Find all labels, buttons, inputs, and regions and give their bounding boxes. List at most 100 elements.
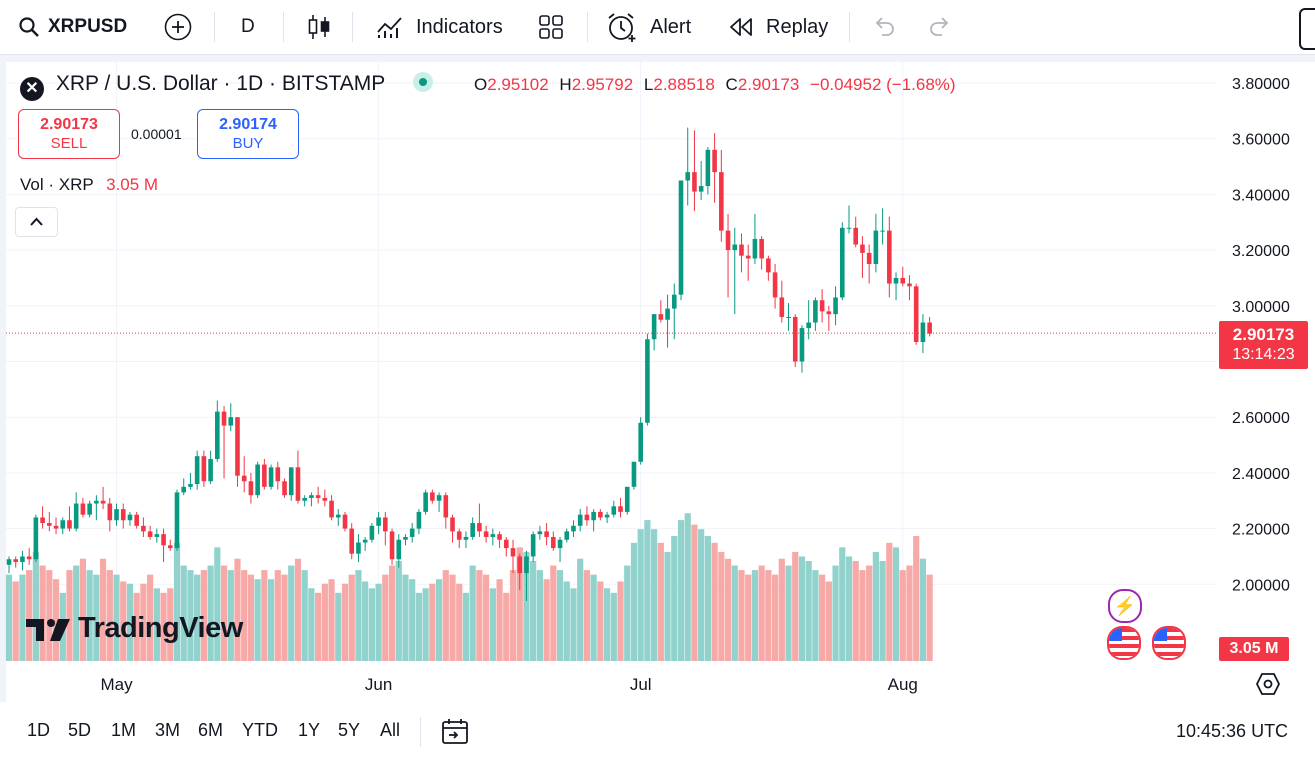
candle-body [611, 506, 617, 515]
range-button-5y[interactable]: 5Y [338, 720, 361, 740]
volume-bar [899, 570, 906, 661]
collapse-legend-button[interactable] [15, 207, 58, 237]
volume-bar [160, 592, 167, 661]
volume-bar [368, 588, 375, 661]
volume-bar [220, 565, 228, 661]
candle-body [423, 492, 428, 512]
volume-bar [79, 558, 87, 661]
volume-bar [415, 592, 423, 661]
high-label: H [559, 75, 572, 94]
chart-type-button[interactable] [307, 0, 331, 54]
candle-body [490, 534, 496, 537]
volume-bar [173, 542, 181, 661]
volume-bar [348, 574, 355, 661]
candle-body [147, 531, 153, 537]
volume-bar [442, 570, 449, 661]
chart-settings-button[interactable] [1255, 672, 1281, 701]
volume-bar [630, 542, 638, 661]
volume-bar [341, 583, 349, 661]
candle-body [201, 456, 207, 482]
sell-button[interactable]: 2.90173 SELL [18, 109, 120, 159]
candle-body [866, 252, 872, 265]
range-button-1d[interactable]: 1D [27, 720, 51, 740]
candle-body [275, 467, 281, 482]
lightning-event-icon[interactable]: ⚡ [1108, 589, 1142, 623]
candle-body [651, 314, 657, 340]
alert-button[interactable]: Alert [606, 0, 691, 54]
candle-body [524, 556, 529, 574]
volume-bar [651, 529, 658, 661]
volume-bar [200, 570, 207, 661]
replay-button[interactable]: Replay [728, 0, 828, 54]
candle-body [443, 495, 449, 518]
toolbar-divider [849, 12, 850, 42]
layouts-button[interactable] [538, 0, 564, 54]
low-label: L [643, 75, 654, 94]
range-button-1y[interactable]: 1Y [298, 720, 321, 740]
price-axis-label: 2.60000 [1232, 410, 1290, 427]
volume-bar [52, 579, 60, 661]
candle-body [20, 556, 25, 563]
indicators-button[interactable]: Indicators [376, 0, 503, 54]
volume-bar [227, 570, 234, 661]
utc-clock[interactable]: 10:45:36 UTC [1176, 721, 1289, 741]
candle-body [880, 230, 885, 232]
undo-button[interactable] [872, 0, 896, 54]
candle-body [302, 497, 307, 501]
volume-bar [301, 570, 308, 661]
candle-body [255, 464, 260, 496]
candle-body [873, 230, 879, 265]
candles-icon [308, 15, 330, 39]
range-button-3m[interactable]: 3M [155, 720, 181, 740]
candle-body [477, 523, 482, 532]
toolbar-divider [214, 12, 215, 42]
candle-body [631, 461, 637, 487]
volume-bar [852, 561, 859, 661]
brand-name: TradingView [78, 612, 243, 644]
symbol-search-button[interactable]: XRPUSD [18, 0, 127, 54]
us-flag-event-icon[interactable] [1107, 626, 1141, 660]
us-flag-event-icon[interactable] [1152, 626, 1186, 660]
fullscreen-frame[interactable] [1299, 8, 1315, 50]
buy-button[interactable]: 2.90174 BUY [197, 109, 299, 159]
candle-body [826, 311, 832, 315]
volume-bar [140, 583, 147, 661]
candle-body [100, 500, 106, 504]
range-button-all[interactable]: All [380, 720, 401, 740]
range-button-6m[interactable]: 6M [198, 720, 224, 740]
redo-button[interactable] [928, 0, 952, 54]
price-axis-label: 2.40000 [1232, 466, 1290, 483]
range-button-1m[interactable]: 1M [111, 720, 137, 740]
candle-body [309, 495, 314, 498]
volume-bar [321, 583, 328, 661]
interval-button[interactable]: D [241, 0, 255, 54]
candle-body [221, 411, 227, 426]
candle-body [67, 520, 72, 529]
candle-body [799, 328, 805, 362]
volume-bar [738, 570, 745, 661]
go-to-date-button[interactable] [441, 718, 469, 751]
bottom-toolbar [0, 702, 1315, 762]
compare-symbol-button[interactable] [164, 0, 192, 54]
range-button-ytd[interactable]: YTD [242, 720, 278, 740]
volume-bar [556, 570, 564, 661]
candle-body [719, 172, 724, 231]
candle-body [47, 523, 52, 526]
volume-bar [120, 581, 127, 661]
volume-bar [375, 583, 382, 661]
volume-bar [469, 565, 476, 661]
volume-bar [288, 565, 295, 661]
candle-body [60, 520, 66, 529]
range-button-5d[interactable]: 5D [68, 720, 92, 740]
redo-icon [930, 17, 949, 36]
candle-body [893, 277, 899, 284]
candle-body [403, 536, 408, 540]
candle-body [624, 486, 630, 512]
candle-body [87, 503, 92, 515]
volume-bar [819, 574, 826, 661]
candle-body [127, 514, 133, 521]
volume-bar [429, 583, 436, 661]
volume-bar [671, 536, 678, 661]
candle-body [692, 172, 697, 192]
candle-body [846, 227, 852, 229]
